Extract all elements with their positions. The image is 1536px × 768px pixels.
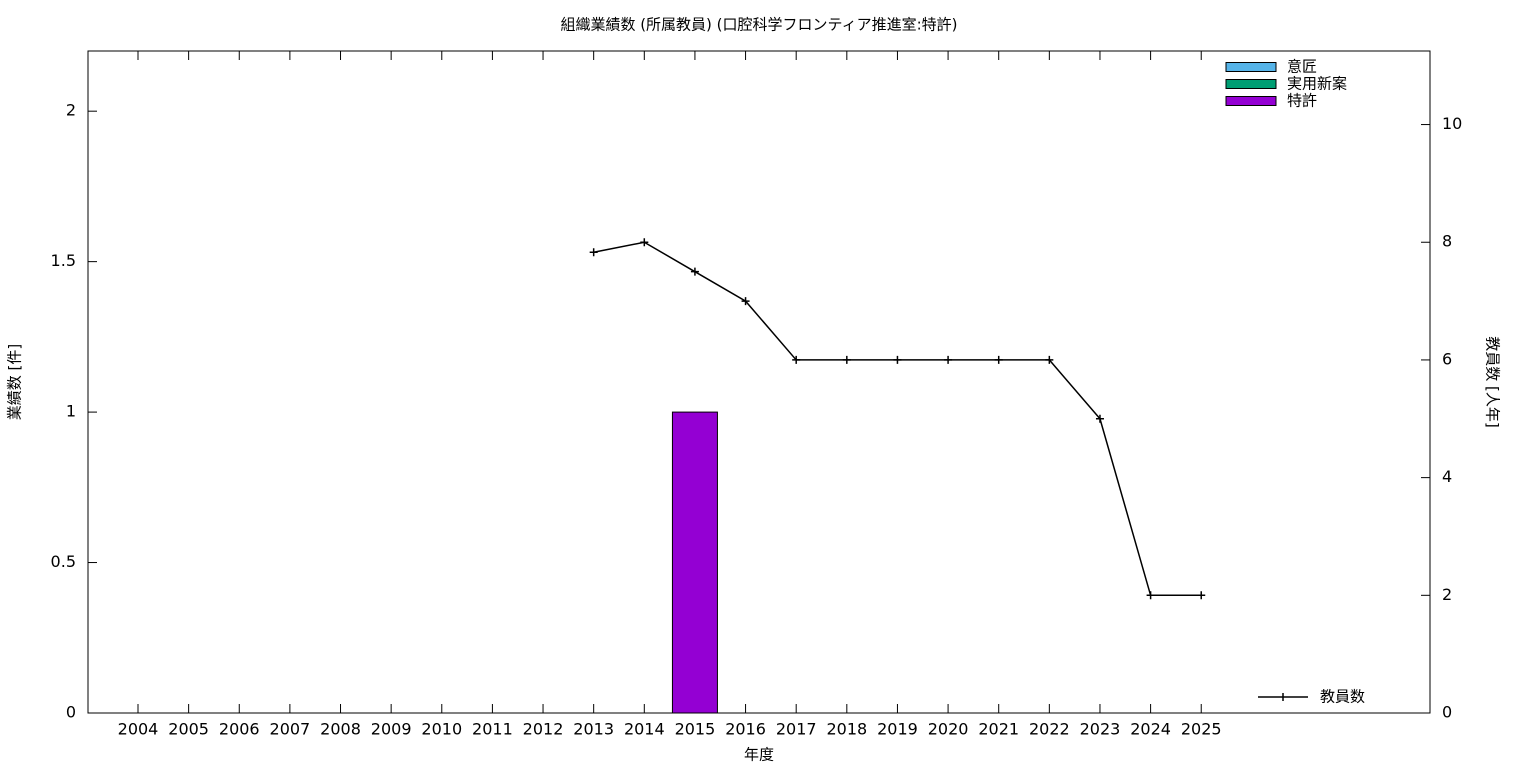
point	[589, 248, 598, 257]
point	[842, 355, 851, 364]
x-tick-label: 2012	[523, 720, 564, 739]
x-tick-label: 2015	[675, 720, 716, 739]
y2-tick-label: 6	[1442, 349, 1452, 368]
y2-axis-label: 教員数 [人年]	[1484, 336, 1502, 427]
x-tick-label: 2024	[1130, 720, 1171, 739]
point	[1045, 355, 1054, 364]
point	[994, 355, 1003, 364]
x-tick-label: 2018	[826, 720, 867, 739]
point	[1197, 591, 1206, 600]
plot-frame	[87, 50, 1431, 714]
point	[1095, 414, 1104, 423]
bar	[671, 411, 718, 714]
legend-label: 実用新案	[1287, 75, 1347, 93]
y-tick-label: 2	[66, 101, 76, 120]
x-tick-label: 2009	[371, 720, 412, 739]
x-tick-label: 2013	[573, 720, 614, 739]
x-tick-label: 2017	[776, 720, 817, 739]
point	[741, 297, 750, 306]
x-tick-label: 2004	[118, 720, 159, 739]
x-tick-label: 2006	[219, 720, 260, 739]
x-tick-label: 2008	[320, 720, 361, 739]
y-tick-label: 0.5	[51, 552, 76, 571]
point	[690, 267, 699, 276]
legend-label: 教員数	[1320, 688, 1365, 706]
y-tick-label: 1	[66, 402, 76, 421]
point	[640, 238, 649, 247]
x-tick-label: 2016	[725, 720, 766, 739]
y2-tick-label: 10	[1442, 114, 1462, 133]
legend-swatch	[1225, 62, 1277, 72]
x-tick-label: 2007	[270, 720, 311, 739]
point	[1146, 591, 1155, 600]
x-tick-label: 2025	[1181, 720, 1222, 739]
x-tick-label: 2011	[472, 720, 513, 739]
point	[944, 355, 953, 364]
x-tick-label: 2019	[877, 720, 918, 739]
x-tick-label: 2014	[624, 720, 665, 739]
x-tick-label: 2005	[168, 720, 209, 739]
y2-tick-label: 4	[1442, 467, 1452, 486]
point	[792, 355, 801, 364]
legend-swatch	[1225, 96, 1277, 106]
x-tick-label: 2022	[1029, 720, 1070, 739]
x-tick-label: 2021	[978, 720, 1019, 739]
point	[893, 355, 902, 364]
legend-label: 特許	[1287, 92, 1317, 110]
y2-tick-label: 8	[1442, 232, 1452, 251]
x-axis-label: 年度	[744, 746, 774, 764]
x-tick-label: 2010	[421, 720, 462, 739]
x-tick-label: 2020	[928, 720, 969, 739]
legend-swatch	[1225, 79, 1277, 89]
y2-tick-label: 0	[1442, 703, 1452, 722]
legend-label: 意匠	[1287, 58, 1317, 76]
y-tick-label: 1.5	[51, 251, 76, 270]
y-axis-label: 業績数 [件]	[6, 344, 24, 420]
y-tick-label: 0	[66, 703, 76, 722]
x-tick-label: 2023	[1080, 720, 1121, 739]
chart-title: 組織業績数 (所属教員) (口腔科学フロンティア推進室:特許)	[560, 16, 957, 34]
y2-tick-label: 2	[1442, 585, 1452, 604]
